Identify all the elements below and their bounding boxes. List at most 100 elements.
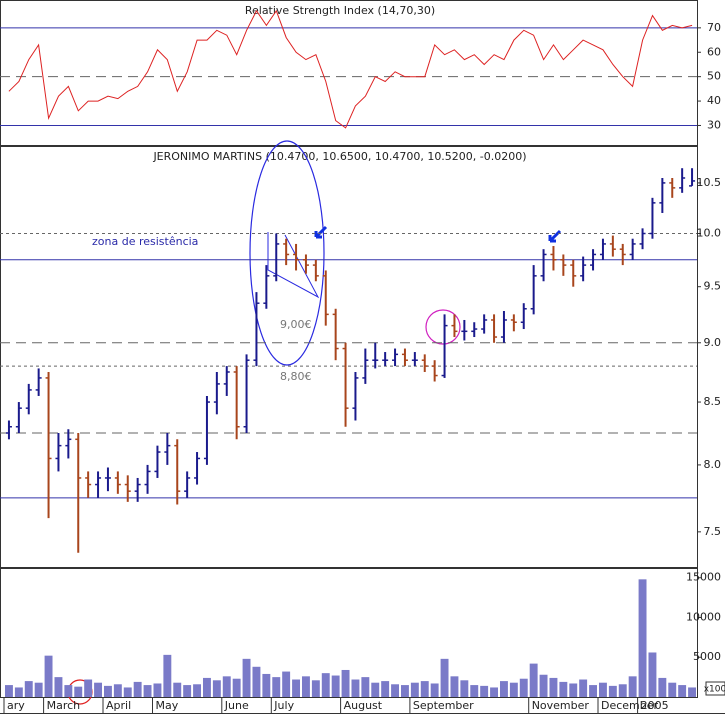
- x-tick-label: March: [47, 699, 81, 712]
- volume-bar: [54, 677, 63, 697]
- x-tick-label: 2005: [641, 699, 669, 712]
- x-tick-label: April: [106, 699, 131, 712]
- y-tick-label: 10.5: [697, 176, 722, 189]
- volume-bar: [14, 687, 23, 697]
- annotation: 8,80€: [280, 370, 312, 383]
- x-tick-label: December: [601, 699, 659, 712]
- volume-bar: [420, 681, 429, 697]
- volume-bar: [668, 682, 677, 697]
- volume-bar: [470, 685, 479, 697]
- volume-bar: [153, 683, 162, 697]
- y-tick-label: 10.0: [697, 227, 722, 240]
- price-title: JERONIMO MARTINS (10.4700, 10.6500, 10.4…: [152, 150, 526, 163]
- drawings: [67, 140, 562, 705]
- volume-bar: [34, 682, 43, 697]
- volume-bar: [84, 679, 93, 697]
- volume-bar: [460, 680, 469, 697]
- x-tick-label: November: [532, 699, 590, 712]
- x-tick-label: July: [273, 699, 294, 712]
- volume-bar: [232, 678, 241, 697]
- volume-bar: [678, 685, 687, 697]
- volume-bar: [74, 686, 83, 697]
- volume-bar: [351, 679, 360, 697]
- volume-bar: [490, 687, 499, 697]
- volume-bar: [499, 681, 508, 697]
- volume-bar: [688, 687, 697, 697]
- volume-bar: [529, 663, 538, 697]
- volume-bar: [509, 682, 518, 697]
- y-tick-label: 9.0: [704, 336, 722, 349]
- volume-bar: [183, 685, 192, 697]
- volume-bar: [64, 685, 73, 697]
- volume-bar: [4, 685, 13, 697]
- y-tick-label: 9.5: [704, 280, 722, 293]
- volume-bar: [242, 658, 251, 697]
- volume-bar: [24, 681, 33, 697]
- volume-bar: [331, 675, 340, 697]
- y-tick-label: 15000: [686, 571, 721, 584]
- volume-bar: [193, 684, 202, 697]
- volume-bar: [440, 658, 449, 697]
- volume-bar: [598, 682, 607, 697]
- volume-bar: [430, 683, 439, 697]
- annotation: 9,00€: [280, 318, 312, 331]
- y-tick-label: 8.5: [704, 395, 722, 408]
- y-tick-label: 60: [707, 45, 721, 58]
- volume-bar: [292, 679, 301, 697]
- x-tick-label: June: [224, 699, 249, 712]
- volume-bar: [648, 652, 657, 697]
- volume-bar: [579, 679, 588, 697]
- volume-bar: [202, 677, 211, 697]
- volume-bar: [381, 681, 390, 697]
- annotation: zona de resistência: [92, 235, 198, 248]
- unit-label: x100: [704, 685, 725, 695]
- unit-box: [705, 681, 725, 696]
- volume-bar: [272, 677, 281, 697]
- volume-bar: [450, 676, 459, 697]
- rsi-title: Relative Strength Index (14,70,30): [245, 4, 435, 17]
- volume-bar: [103, 685, 112, 697]
- volume-bar: [311, 680, 320, 697]
- volume-bar: [400, 685, 409, 697]
- volume-bar: [341, 669, 350, 697]
- volume-bar: [628, 676, 637, 697]
- volume-bar: [252, 666, 261, 697]
- y-tick-label: 50: [707, 70, 721, 83]
- x-tick-label: August: [344, 699, 383, 712]
- volume-bar: [44, 655, 53, 697]
- volume-bar: [222, 676, 231, 697]
- volume-bar: [519, 678, 528, 697]
- y-tick-label: 10000: [686, 610, 721, 623]
- volume-bar: [173, 682, 182, 697]
- volume-bar: [559, 681, 568, 697]
- y-tick-label: 30: [707, 118, 721, 131]
- volume-bar: [143, 685, 152, 697]
- y-tick-label: 5000: [693, 650, 721, 663]
- volume-bar: [262, 673, 271, 697]
- volume-bar: [658, 677, 667, 697]
- y-tick-label: 7.5: [704, 525, 722, 538]
- volume-bar: [361, 677, 370, 697]
- volume-bar: [569, 683, 578, 697]
- x-tick-label: ary: [7, 699, 25, 712]
- volume-bar: [133, 681, 142, 697]
- volume-bar: [549, 677, 558, 697]
- volume-bar: [618, 684, 627, 697]
- rsi-line: [8, 9, 693, 129]
- volume-bar: [638, 579, 647, 697]
- y-tick-label: 40: [707, 94, 721, 107]
- volume-bar: [608, 685, 617, 697]
- volume-bar: [391, 684, 400, 697]
- volume-bar: [321, 673, 330, 697]
- volume-bar: [282, 671, 291, 697]
- x-tick-label: September: [413, 699, 474, 712]
- volume-bar: [123, 687, 132, 697]
- volume-bar: [163, 654, 172, 697]
- volume-bar: [589, 685, 598, 697]
- volume-bar: [410, 682, 419, 697]
- volume-bar: [371, 682, 380, 697]
- volume-bar: [480, 685, 489, 697]
- volume-bar: [113, 684, 122, 697]
